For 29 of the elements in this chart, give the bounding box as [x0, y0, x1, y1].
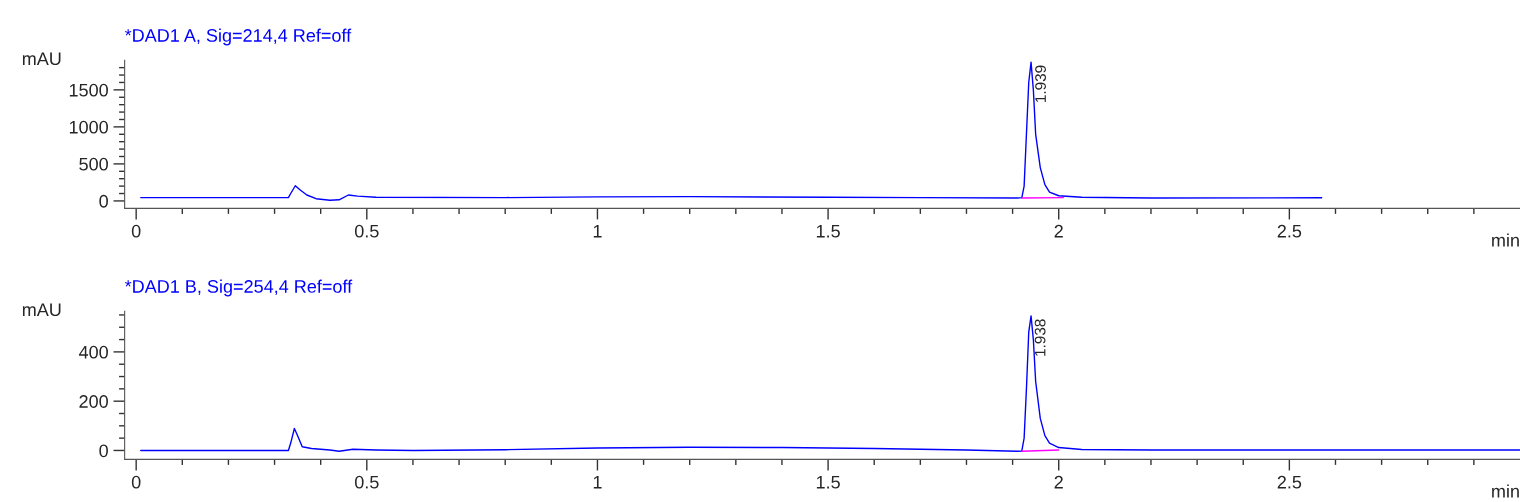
y-tick-label: 1500	[69, 83, 108, 97]
annotation: 1.938	[1034, 319, 1046, 356]
line-series	[140, 315, 1520, 452]
chart-title: *DAD1 B, Sig=254,4 Ref=off	[124, 279, 353, 297]
x-tick-label: 1	[593, 475, 602, 489]
y-axis-title: mAU	[22, 303, 61, 317]
x-tick-label: 1	[593, 224, 602, 238]
x-tick-label: 2.5	[1277, 475, 1302, 489]
x-tick-label: 1.5	[816, 224, 840, 238]
x-tick-label: 1.5	[816, 475, 840, 489]
y-axis-title: mAU	[22, 52, 61, 66]
x-tick-label: 0	[131, 224, 141, 238]
y-tick-label: 1000	[69, 120, 108, 134]
x-tick-label: 0	[131, 475, 141, 489]
y-tick-label: 0	[99, 194, 108, 208]
x-tick-label: 2	[1054, 475, 1063, 489]
x-axis-title: min	[1492, 233, 1519, 247]
y-tick-label: 200	[79, 395, 108, 408]
x-tick-label: 2.5	[1277, 224, 1302, 238]
y-tick-label: 500	[79, 157, 108, 171]
x-axis-title: min	[1492, 484, 1519, 498]
x-tick-label: 0.5	[354, 224, 379, 238]
annotation: 1.939	[1035, 65, 1046, 102]
line-series	[140, 61, 1323, 201]
x-tick-label: 0.5	[354, 475, 379, 489]
y-tick-label: 400	[78, 345, 108, 359]
y-tick-label: 0	[99, 444, 108, 458]
chart-title: *DAD1 A, Sig=214,4 Ref=off	[124, 28, 352, 46]
x-tick-label: 2	[1054, 224, 1063, 238]
